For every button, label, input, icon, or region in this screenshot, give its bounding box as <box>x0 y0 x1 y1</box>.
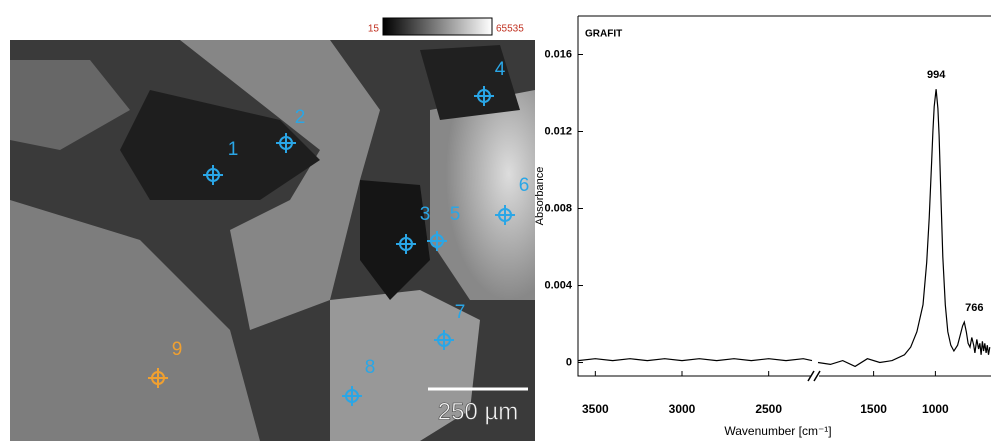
point-marker-cross <box>342 386 362 406</box>
point-marker-cross <box>148 368 168 388</box>
scale-bar-label: 250 µm <box>438 398 519 425</box>
point-label: 2 <box>295 107 306 128</box>
peak-label: 994 <box>927 69 946 81</box>
y-tick-label: 0 <box>566 356 572 368</box>
point-marker-cross <box>495 205 515 225</box>
axis-break <box>807 370 821 382</box>
peak-label: 766 <box>965 302 983 314</box>
y-tick-label: 0.016 <box>544 48 572 60</box>
spectrum-line <box>577 89 991 368</box>
point-label: 9 <box>172 339 183 360</box>
point-label: 3 <box>420 204 431 225</box>
point-label: 6 <box>519 175 530 196</box>
point-marker-cross <box>427 231 447 251</box>
x-axis-label: Wavenumber [cm⁻¹] <box>724 424 831 438</box>
point-label: 7 <box>455 302 466 323</box>
x-tick-label: 2500 <box>755 402 782 416</box>
plot-frame <box>577 15 991 377</box>
y-tick-label: 0.012 <box>544 125 572 137</box>
x-tick-label: 3500 <box>582 402 609 416</box>
colorbar-min: 15 <box>368 24 380 35</box>
colorbar-max: 65535 <box>496 24 524 35</box>
y-tick-label: 0.004 <box>544 279 572 291</box>
point-marker-cross <box>396 234 416 254</box>
point-marker-cross <box>434 330 454 350</box>
x-tick-label: 1500 <box>860 402 887 416</box>
point-label: 8 <box>365 357 376 378</box>
point-marker-cross <box>276 133 296 153</box>
point-label: 4 <box>495 59 506 80</box>
y-tick-label: 0.008 <box>544 202 572 214</box>
y-axis-label: Absorbance <box>534 167 546 226</box>
point-label: 1 <box>228 139 239 160</box>
x-tick-label: 3000 <box>669 402 696 416</box>
point-marker-cross <box>474 86 494 106</box>
point-label: 5 <box>450 204 461 225</box>
micrograph: 250 µm 15 65535 <box>10 17 535 441</box>
x-tick-label: 1000 <box>922 402 949 416</box>
panel-title: GRAFIT <box>585 29 622 40</box>
point-marker-cross <box>203 165 223 185</box>
